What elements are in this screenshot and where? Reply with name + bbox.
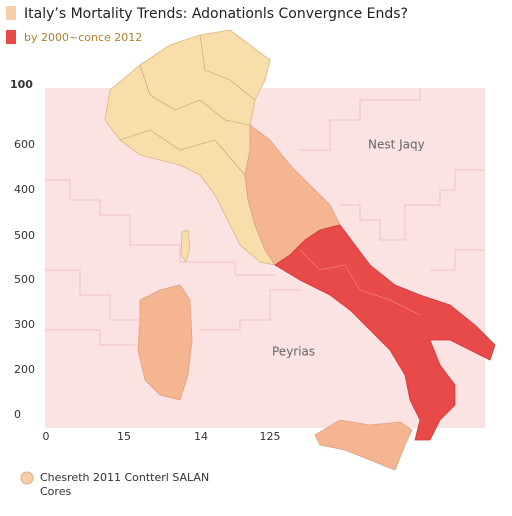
y-axis-label: 0 <box>14 408 21 421</box>
title-marker <box>6 6 16 20</box>
region-label: Nest Jaqy <box>368 138 425 152</box>
x-axis-label: 14 <box>194 430 208 443</box>
y-axis-label: 100 <box>10 78 33 91</box>
south-region <box>274 224 496 441</box>
band-line <box>430 249 485 271</box>
band-line <box>340 169 485 241</box>
y-axis-label: 400 <box>14 183 35 196</box>
y-axis-label: 500 <box>14 229 35 242</box>
region-label: Peyrias <box>272 345 315 359</box>
sicily <box>314 419 413 471</box>
band-line <box>45 329 135 346</box>
band-line <box>300 88 421 151</box>
x-axis-label: 15 <box>117 430 131 443</box>
band-line <box>45 269 140 321</box>
corsica <box>180 229 191 263</box>
legend-marker <box>20 471 34 485</box>
y-axis-label: 500 <box>14 273 35 286</box>
y-axis-label: 300 <box>14 318 35 331</box>
band-line <box>45 179 275 276</box>
province-border <box>139 64 251 126</box>
subtitle-marker <box>6 30 16 44</box>
province-border <box>299 249 421 316</box>
legend-text: Chesreth 2011 Contterl SALAN <box>40 471 209 484</box>
x-axis-label: 0 <box>43 430 50 443</box>
y-axis-label: 200 <box>14 363 35 376</box>
sardinia <box>137 284 193 401</box>
province-border <box>199 34 256 101</box>
title: Italy’s Mortality Trends: Adonationls Co… <box>24 6 408 22</box>
subtitle: by 2000~conce 2012 <box>24 31 142 44</box>
band-line <box>200 289 300 331</box>
province-border <box>119 129 246 176</box>
legend-text: Cores <box>40 485 71 498</box>
y-axis-label: 600 <box>14 138 35 151</box>
x-axis-label: 125 <box>260 430 281 443</box>
